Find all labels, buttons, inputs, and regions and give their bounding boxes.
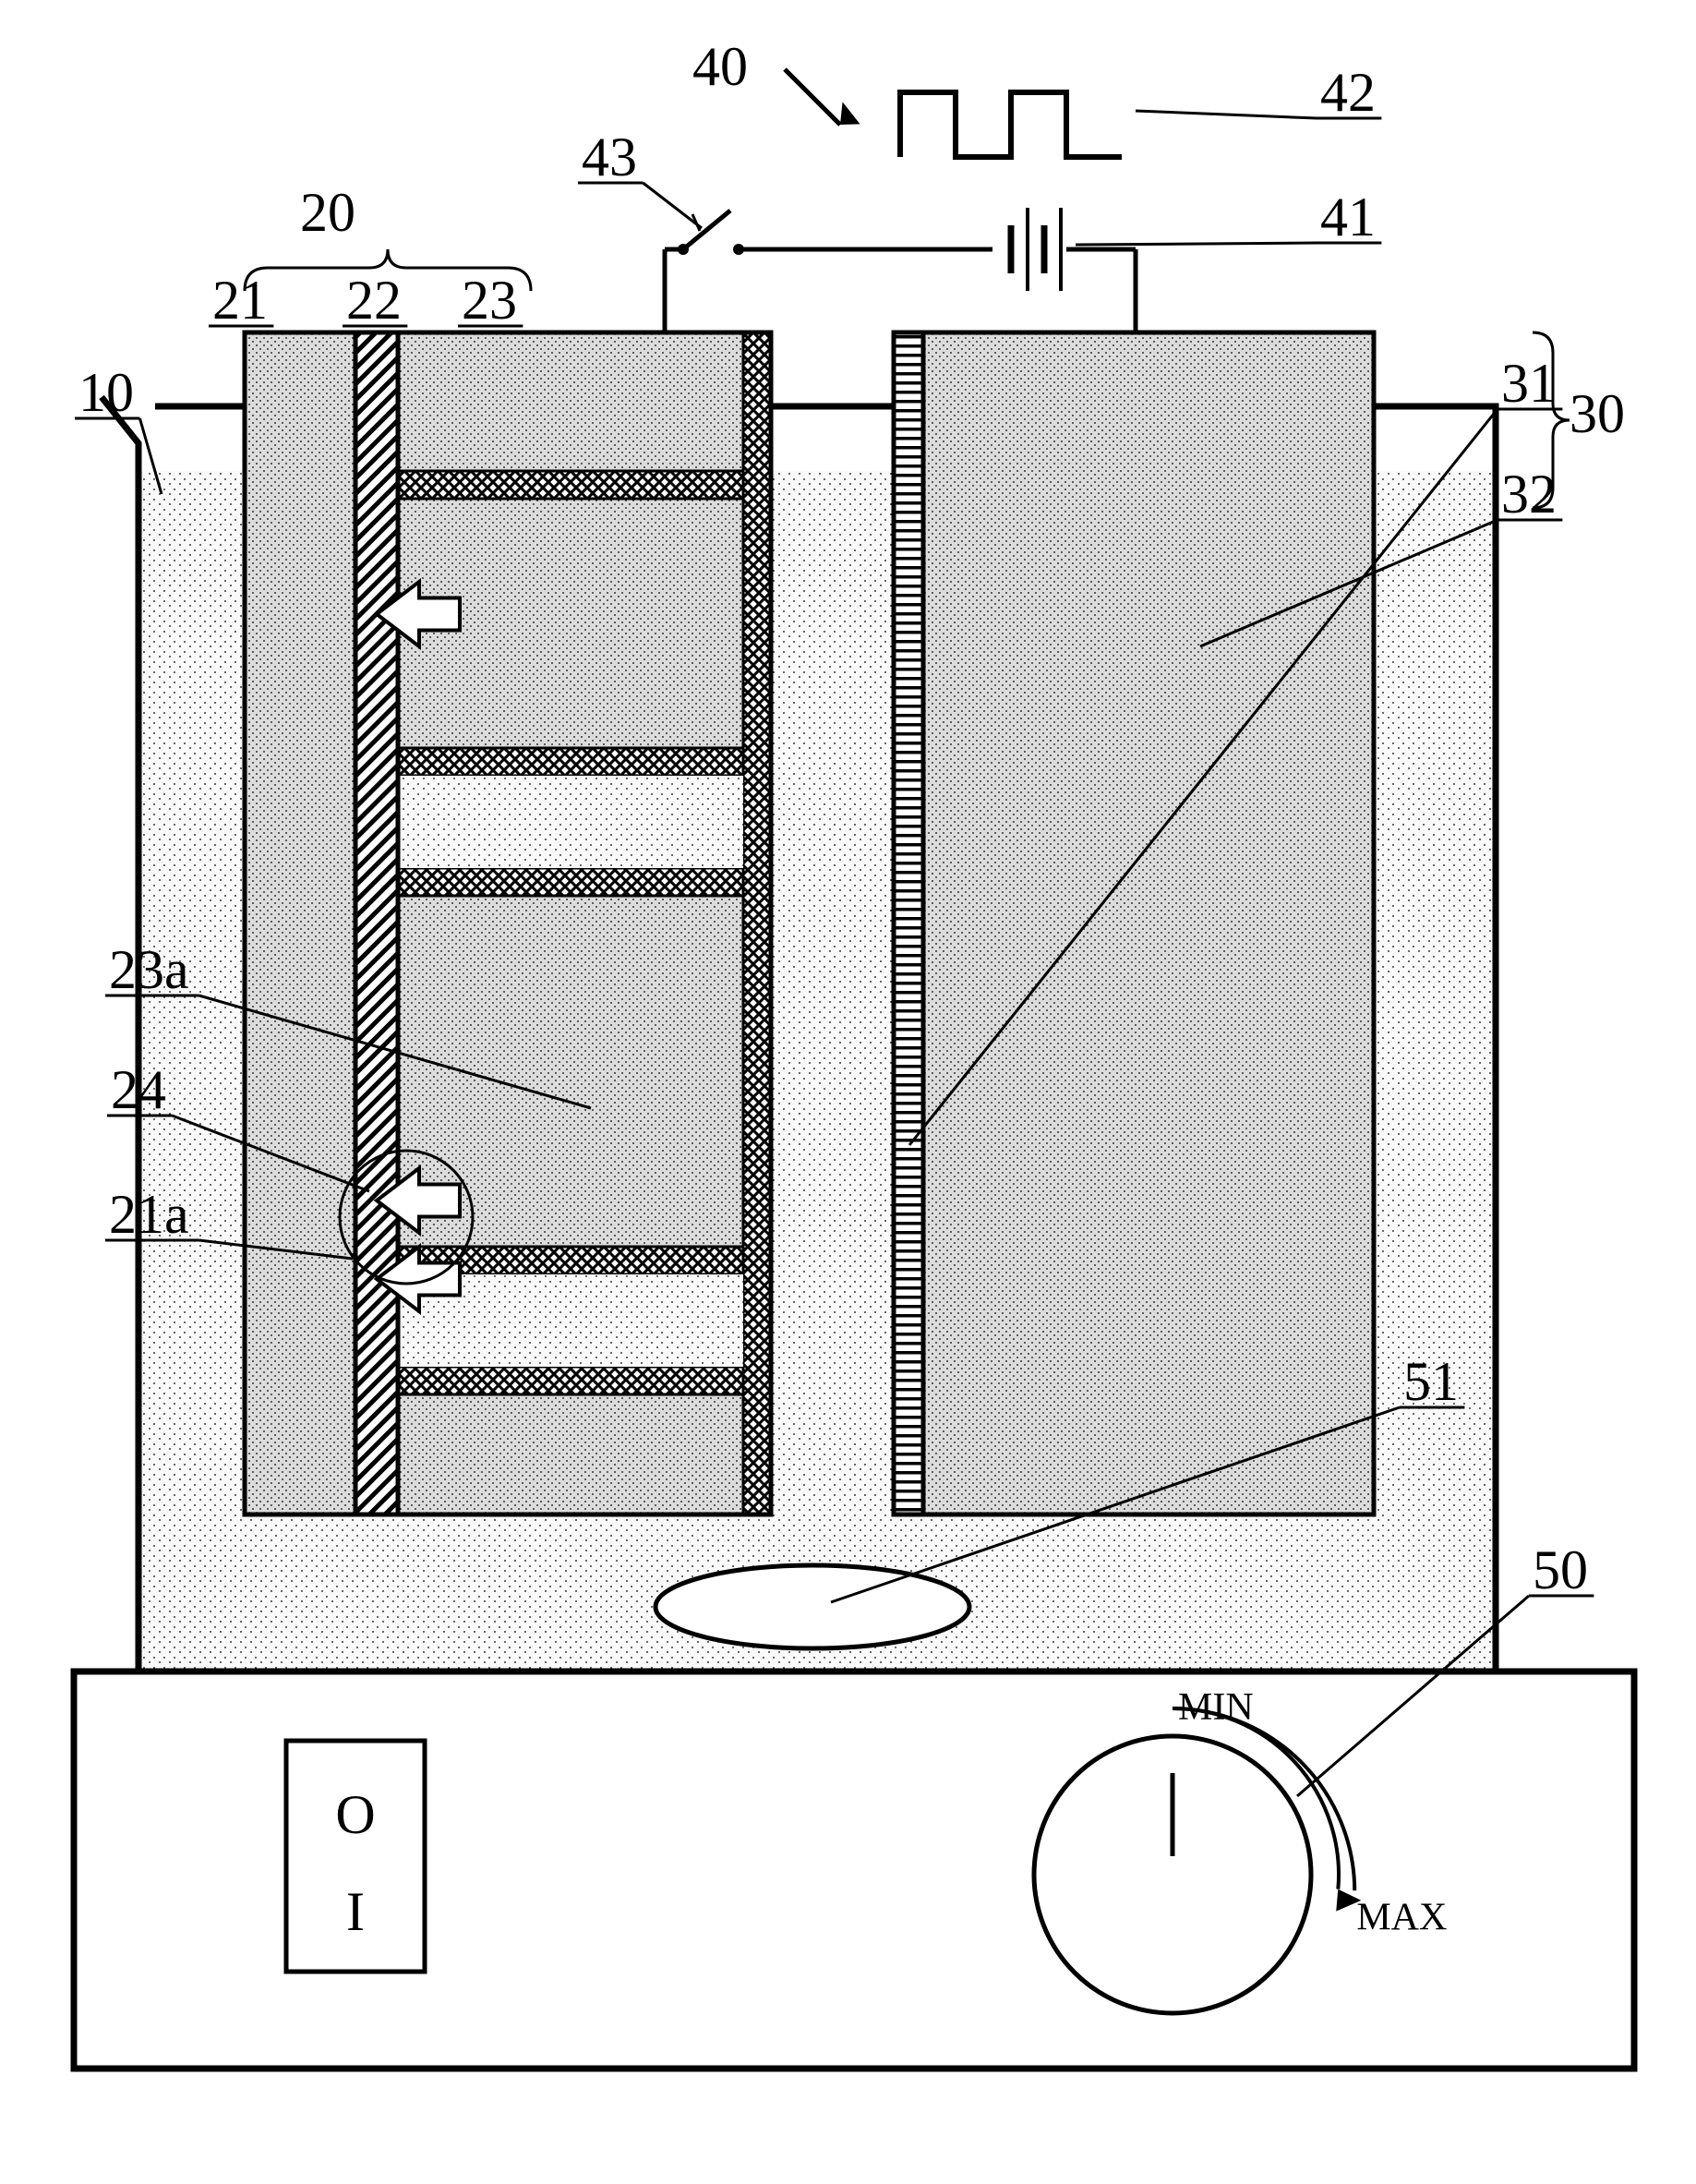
svg-text:41: 41: [1320, 187, 1376, 247]
callout-40: 40: [692, 36, 748, 97]
svg-text:23: 23: [462, 270, 517, 331]
stirrer-base: OI MIN MAX: [74, 1671, 1634, 2069]
svg-text:23a: 23a: [109, 939, 189, 1000]
right-electrode-assembly: [894, 332, 1374, 1514]
svg-text:50: 50: [1533, 1539, 1588, 1600]
svg-text:20: 20: [300, 182, 355, 243]
svg-text:MIN: MIN: [1178, 1686, 1254, 1729]
svg-text:21a: 21a: [109, 1184, 189, 1245]
svg-text:42: 42: [1320, 62, 1376, 123]
svg-text:MAX: MAX: [1356, 1897, 1447, 1939]
callout-21: 21: [209, 270, 273, 331]
power-switch[interactable]: OI: [286, 1741, 425, 1972]
svg-text:40: 40: [692, 36, 748, 97]
layer-21: [245, 332, 355, 1514]
svg-text:30: 30: [1570, 383, 1625, 444]
left-electrode-assembly: [245, 332, 771, 1514]
svg-text:21: 21: [212, 270, 268, 331]
svg-text:O: O: [335, 1784, 375, 1845]
stir-bar: [656, 1565, 969, 1648]
layer-32: [923, 332, 1374, 1514]
svg-text:31: 31: [1501, 353, 1557, 414]
svg-text:51: 51: [1403, 1351, 1459, 1412]
layer-31: [894, 332, 923, 1514]
callout-22: 22: [343, 270, 407, 331]
svg-text:43: 43: [582, 127, 637, 187]
svg-text:10: 10: [78, 362, 134, 423]
callout-23: 23: [458, 270, 523, 331]
svg-text:32: 32: [1501, 464, 1557, 525]
svg-text:24: 24: [111, 1059, 166, 1120]
svg-text:22: 22: [346, 270, 402, 331]
layer-22: [355, 332, 398, 1514]
svg-text:I: I: [346, 1881, 365, 1942]
